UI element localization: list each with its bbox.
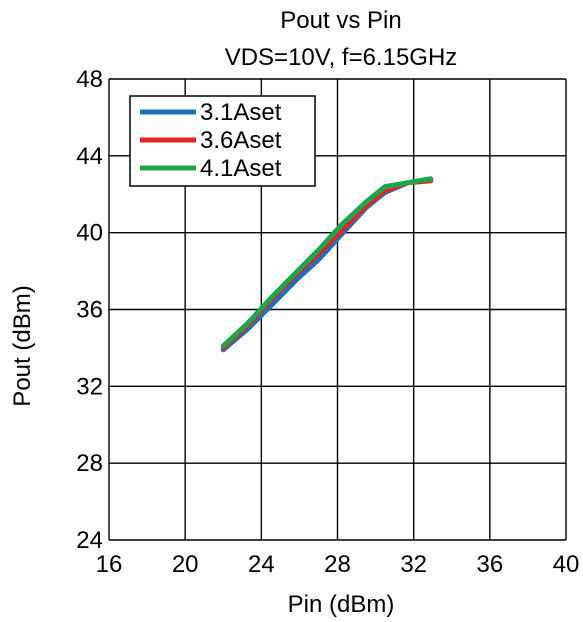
x-tick-label: 24	[248, 551, 275, 578]
series-layer	[220, 176, 434, 353]
x-axis-label: Pin (dBm)	[288, 591, 395, 618]
y-tick-label: 48	[76, 66, 103, 93]
legend-label: 3.6Aset	[200, 127, 282, 154]
chart-subtitle: VDS=10V, f=6.15GHz	[225, 44, 458, 71]
x-tick-label: 36	[476, 551, 503, 578]
chart-title: Pout vs Pin	[280, 7, 401, 34]
y-tick-label: 36	[76, 297, 103, 324]
y-tick-label: 24	[76, 527, 103, 554]
y-tick-label: 28	[76, 450, 103, 477]
x-tick-label: 32	[400, 551, 427, 578]
series-line	[220, 176, 434, 349]
x-tick-label: 16	[96, 551, 123, 578]
x-tick-label: 40	[553, 551, 580, 578]
legend-label: 4.1Aset	[200, 155, 282, 182]
tick-labels: 16 20 24 28 32 36 40 24 28 32 36 40 44 48	[76, 66, 579, 578]
y-tick-label: 40	[76, 220, 103, 247]
x-tick-label: 28	[324, 551, 351, 578]
y-tick-label: 44	[76, 143, 103, 170]
x-tick-label: 20	[172, 551, 199, 578]
legend-label: 3.1Aset	[200, 99, 282, 126]
y-axis-label: Pout (dBm)	[9, 285, 36, 406]
y-tick-label: 32	[76, 373, 103, 400]
